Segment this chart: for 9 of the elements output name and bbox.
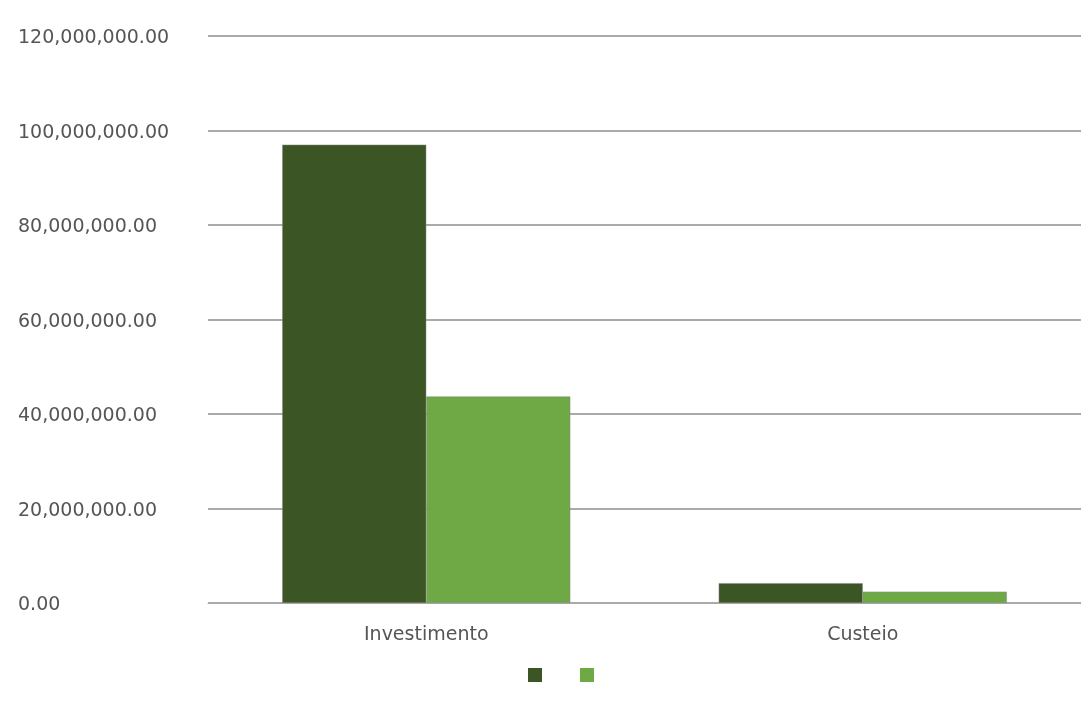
y-tick-label: 20,000,000.00 — [18, 497, 158, 520]
y-tick-label: 80,000,000.00 — [18, 214, 158, 236]
y-tick-label: 60,000,000.00 — [18, 308, 158, 331]
x-tick-label: Custeio — [827, 621, 899, 644]
y-tick-label: 0.00 — [18, 592, 61, 614]
y-tick-label: 40,000,000.00 — [18, 403, 158, 425]
y-tick-label: 120,000,000.00 — [18, 25, 170, 47]
y-tick-label: 100,000,000.00 — [18, 119, 170, 142]
x-tick-label: Investimento — [363, 621, 489, 644]
